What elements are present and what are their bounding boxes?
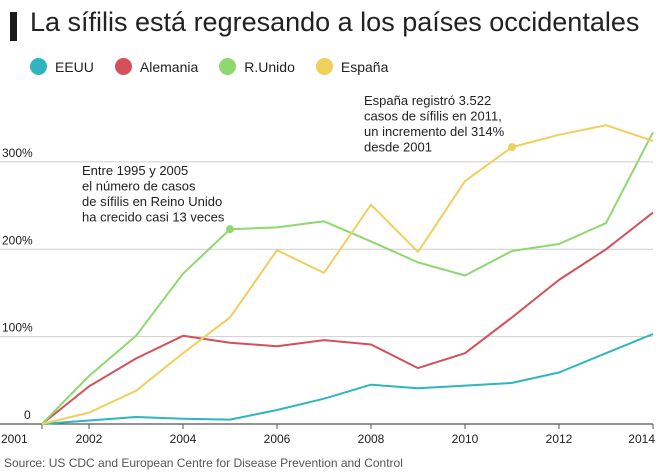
series-line-alemania — [41, 211, 654, 425]
legend-label: R.Unido — [244, 58, 295, 75]
x-tick-label: 2010 — [452, 432, 479, 446]
legend-label: Alemania — [139, 58, 199, 75]
legend-item: España — [315, 58, 389, 75]
legend-label: EEUU — [55, 58, 94, 75]
annotation-marker — [508, 143, 516, 152]
x-tick-label: 2012 — [546, 432, 573, 446]
annotation-line: casos de sífilis en 2011, — [364, 109, 502, 124]
x-tick-label: 2001 — [1, 432, 28, 446]
legend-item: EEUU — [30, 58, 94, 75]
source-note: Source: US CDC and European Centre for D… — [4, 456, 403, 470]
annotation-line: de sífilis en Reino Unido — [82, 194, 222, 209]
x-tick-label: 2006 — [264, 432, 291, 446]
legend-swatch — [219, 58, 237, 75]
y-tick-label: 200% — [2, 233, 33, 247]
annotation-text: Entre 1995 y 2005 el número de casos de sí… — [82, 163, 225, 225]
annotation-line: un incremento del 314% — [364, 124, 505, 139]
chart-title: La sífilis está regresando a los países … — [30, 7, 640, 37]
annotation-line: ha crecido casi 13 veces — [82, 210, 225, 225]
annotation-marker — [226, 225, 234, 234]
title-bar — [10, 12, 17, 41]
x-tick-label: 2014 — [628, 432, 655, 446]
y-tick-label: 100% — [2, 321, 33, 335]
legend-swatch — [30, 58, 47, 75]
legend-swatch — [114, 58, 132, 75]
legend: EEUU Alemania R.Unido España — [30, 58, 409, 75]
x-tick-label: 2004 — [170, 432, 197, 446]
legend-item: Alemania — [114, 58, 199, 75]
legend-item: R.Unido — [219, 58, 295, 75]
annotation-line: Entre 1995 y 2005 — [82, 163, 188, 178]
legend-swatch — [315, 58, 333, 75]
annotation-text: España registró 3.522 casos de sífilis en… — [364, 93, 505, 155]
legend-label: España — [340, 58, 389, 75]
series-line-runido — [41, 131, 654, 425]
x-tick-label: 2008 — [358, 432, 385, 446]
annotation-line: el número de casos — [82, 179, 196, 194]
x-tick-label: 2002 — [76, 432, 103, 446]
annotation-line: España registró 3.522 — [364, 93, 491, 108]
y-tick-label: 0 — [24, 408, 31, 422]
y-tick-label: 300% — [2, 146, 33, 160]
series-line-eeuu — [41, 333, 654, 425]
annotation-line: desde 2001 — [364, 140, 432, 155]
series-line-españa — [41, 124, 654, 425]
